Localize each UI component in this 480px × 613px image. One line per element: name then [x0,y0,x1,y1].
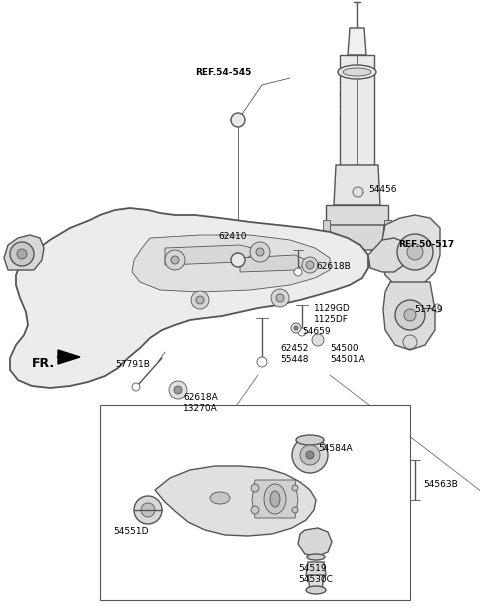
Circle shape [169,381,187,399]
Polygon shape [308,575,324,590]
Circle shape [292,485,298,491]
Circle shape [306,261,314,269]
Circle shape [10,242,34,266]
Polygon shape [155,466,316,536]
Polygon shape [368,238,408,272]
Text: 1125DF: 1125DF [314,315,349,324]
Text: 62410: 62410 [218,232,247,241]
Polygon shape [340,55,374,165]
Circle shape [250,242,270,262]
Circle shape [397,234,433,270]
Circle shape [174,386,182,394]
Circle shape [312,334,324,346]
Text: 57791B: 57791B [115,360,150,369]
Circle shape [292,437,328,473]
Text: 54501A: 54501A [330,355,365,364]
Polygon shape [58,350,80,364]
Circle shape [298,328,306,336]
Circle shape [257,357,267,367]
Circle shape [306,451,314,459]
Text: 1129GD: 1129GD [314,304,351,313]
Circle shape [17,249,27,259]
Polygon shape [298,528,332,556]
Circle shape [404,309,416,321]
Text: REF.54-545: REF.54-545 [195,68,252,77]
Polygon shape [132,235,330,292]
Circle shape [291,323,301,333]
Circle shape [251,506,259,514]
Polygon shape [240,255,310,272]
Text: 55448: 55448 [280,355,309,364]
Ellipse shape [343,68,371,76]
Polygon shape [330,225,384,250]
Polygon shape [4,235,44,270]
Polygon shape [323,220,330,240]
Text: 54500: 54500 [330,344,359,353]
Circle shape [271,289,289,307]
Polygon shape [382,215,440,288]
Text: 54584A: 54584A [318,444,353,453]
Ellipse shape [264,484,286,514]
Polygon shape [326,205,388,225]
FancyBboxPatch shape [100,405,410,600]
Ellipse shape [270,491,280,507]
Text: 62452: 62452 [280,344,308,353]
Circle shape [353,187,363,197]
Ellipse shape [306,586,326,594]
Circle shape [302,257,318,273]
Circle shape [294,326,298,330]
Circle shape [171,256,179,264]
Text: 54551D: 54551D [113,527,148,536]
Circle shape [256,248,264,256]
Circle shape [407,244,423,260]
Circle shape [403,335,417,349]
Circle shape [134,496,162,524]
Circle shape [196,296,204,304]
Polygon shape [334,165,380,205]
Ellipse shape [338,65,376,79]
Text: 54530C: 54530C [298,575,333,584]
Polygon shape [306,562,326,582]
Text: 13270A: 13270A [183,404,218,413]
Text: 62618A: 62618A [183,393,218,402]
Polygon shape [383,282,435,350]
Circle shape [292,507,298,513]
Text: 62618B: 62618B [316,262,351,271]
Circle shape [191,291,209,309]
Text: 54563B: 54563B [423,480,458,489]
Circle shape [231,113,245,127]
Text: REF.50-517: REF.50-517 [398,240,454,249]
Polygon shape [252,480,298,518]
Text: 54456: 54456 [368,185,396,194]
Text: 54659: 54659 [302,327,331,336]
Ellipse shape [307,554,325,560]
Circle shape [300,445,320,465]
Text: FR.: FR. [32,357,55,370]
Circle shape [251,484,259,492]
Circle shape [141,503,155,517]
Circle shape [276,294,284,302]
Polygon shape [348,28,366,55]
Polygon shape [384,220,391,240]
Ellipse shape [296,435,324,445]
Text: 51749: 51749 [414,305,443,314]
Polygon shape [10,208,368,388]
Circle shape [165,250,185,270]
Circle shape [231,253,245,267]
Ellipse shape [210,492,230,504]
Circle shape [395,300,425,330]
Polygon shape [165,245,260,265]
Circle shape [433,304,441,312]
Circle shape [294,268,302,276]
Text: 54519: 54519 [298,564,326,573]
Circle shape [132,383,140,391]
